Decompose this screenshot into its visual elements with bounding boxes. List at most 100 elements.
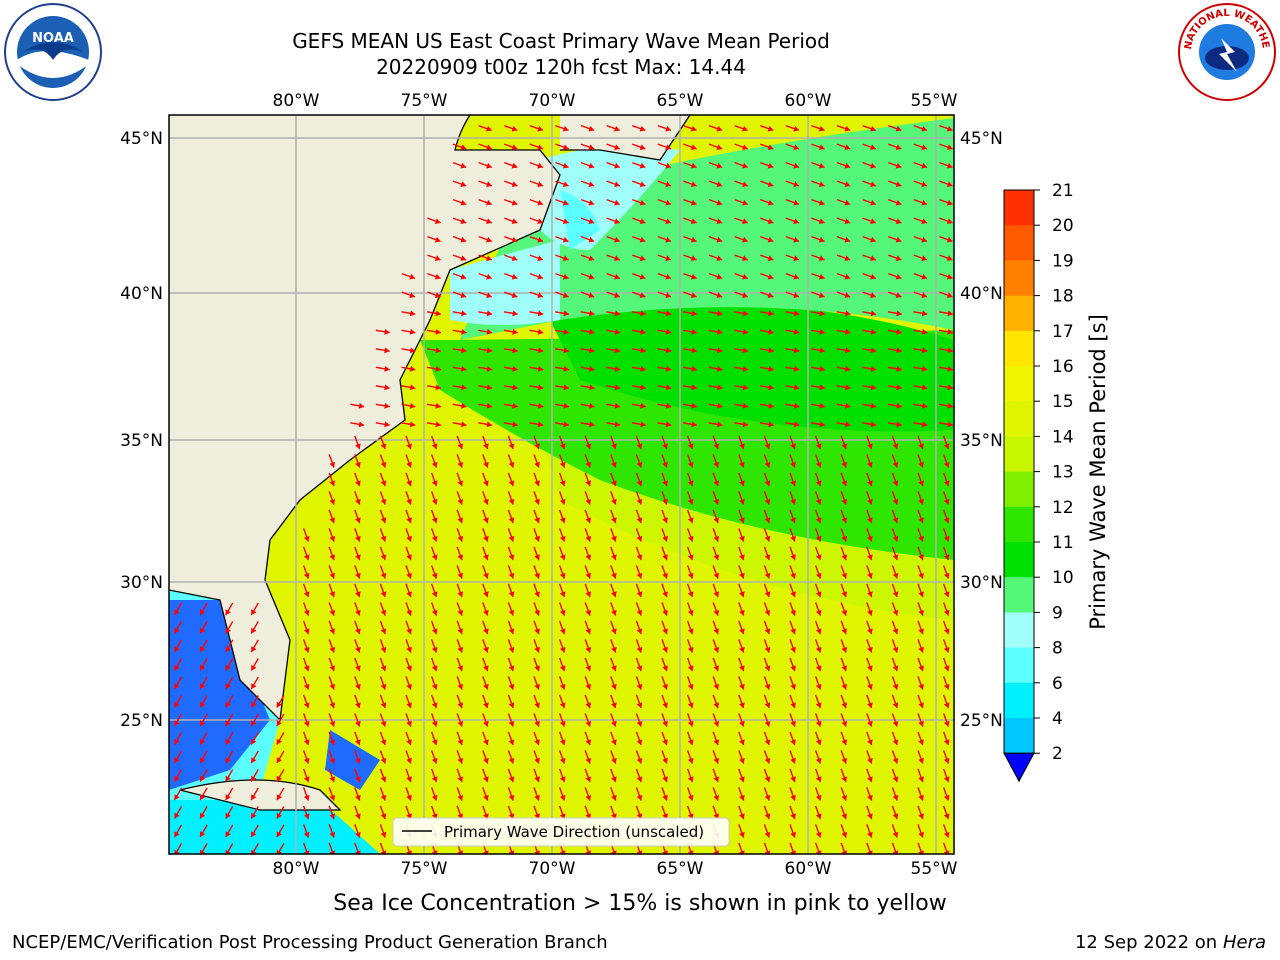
wave-arrow-head <box>739 831 745 838</box>
lat-tick-right: 25°N <box>960 711 1003 731</box>
wave-arrow-head <box>841 591 848 598</box>
wave-arrow-head <box>534 720 540 727</box>
wave-arrow-head <box>841 776 848 783</box>
wave-arrow-head <box>486 255 492 262</box>
wave-arrow-head <box>534 665 540 672</box>
wave-arrow-head <box>380 720 387 727</box>
wave-arrow-head <box>611 535 617 542</box>
coastline-cuba <box>179 779 342 811</box>
wave-arrow-head <box>508 554 515 561</box>
wave-arrow-head <box>921 421 928 428</box>
wave-arrow-head <box>690 181 697 188</box>
wave-arrow-head <box>870 199 876 206</box>
wave-arrow-head <box>841 554 848 561</box>
wave-arrow-head <box>537 292 543 299</box>
wave-arrow-head <box>867 776 873 783</box>
wave-arrow-head <box>508 757 515 764</box>
wave-arrow-head <box>200 627 206 634</box>
wave-arrow-head <box>457 776 464 783</box>
wave-arrow-head <box>329 683 336 690</box>
wave-arrow-head <box>713 572 720 579</box>
wave-arrow-head <box>457 461 464 468</box>
wave-arrow-head <box>867 535 873 542</box>
wave-arrow-head <box>918 628 924 635</box>
wave-arrow-head <box>943 609 950 616</box>
wave-arrow-head <box>457 480 464 487</box>
wave-arrow-head <box>457 443 464 450</box>
wave-arrow-head <box>559 665 566 672</box>
wave-arrow-head <box>793 181 799 188</box>
wave-arrow-head <box>636 776 643 783</box>
wave-arrow-head <box>589 365 595 372</box>
wave-arrow-head <box>790 480 796 487</box>
lon-tick-bottom: 75°W <box>401 859 448 879</box>
wave-arrow-head <box>768 328 774 335</box>
wave-arrow-head <box>585 517 592 524</box>
wave-arrow-head <box>611 554 617 561</box>
wave-arrow-head <box>841 646 848 653</box>
colorbar-extend-triangle <box>1003 752 1035 783</box>
wave-arrow-head <box>818 144 825 151</box>
wave-arrow-head <box>431 535 438 542</box>
wave-arrow-head <box>508 480 515 487</box>
wave-arrow-head <box>867 757 873 764</box>
wave-arrow-head <box>380 480 387 487</box>
wave-arrow-head <box>742 199 748 206</box>
wave-arrow-head <box>892 850 899 854</box>
wave-arrow-head <box>767 125 774 132</box>
wave-arrow-head <box>867 572 873 579</box>
wave-arrow-head <box>562 236 569 243</box>
wave-arrow-head <box>486 384 493 391</box>
wave-arrow-head <box>713 628 720 635</box>
wave-arrow-head <box>819 402 825 409</box>
colorbar-segment <box>1004 682 1034 719</box>
wave-arrow-head <box>563 421 569 428</box>
wave-arrow-head <box>662 535 668 542</box>
wave-arrow-head <box>636 720 643 727</box>
wave-arrow-head <box>534 517 540 524</box>
wave-arrow-head <box>329 535 336 542</box>
wave-arrow-head <box>380 665 387 672</box>
wave-arrow-head <box>588 162 595 169</box>
lon-tick-top: 70°W <box>529 91 576 111</box>
wave-arrow-head <box>537 125 543 132</box>
wave-arrow-head <box>767 181 774 188</box>
wave-arrow-head <box>870 347 877 354</box>
wave-arrow-head <box>409 347 416 354</box>
wave-arrow-head <box>844 273 851 280</box>
wave-arrow-head <box>355 591 361 598</box>
wave-arrow-head <box>457 665 464 672</box>
wave-arrow-head <box>793 347 800 354</box>
wave-arrow-head <box>691 402 697 409</box>
wave-arrow-head <box>640 421 646 428</box>
wave-arrow-head <box>457 535 464 542</box>
wave-arrow-head <box>483 443 489 450</box>
caribbean-cyan <box>169 800 380 854</box>
colorbar-tick-label: 18 <box>1052 287 1074 307</box>
wave-arrow-head <box>841 757 848 764</box>
wave-arrow-head <box>918 646 924 653</box>
wave-arrow-head <box>409 273 415 280</box>
wave-arrow-head <box>867 609 873 616</box>
wave-arrow-head <box>943 702 950 709</box>
wave-arrow-head <box>251 757 257 764</box>
wave-arrow-head <box>639 199 646 206</box>
wave-arrow-head <box>534 572 540 579</box>
period-band-8s <box>450 240 560 325</box>
wave-arrow-head <box>614 218 620 225</box>
wave-arrow-head <box>276 831 282 838</box>
wave-arrow-head <box>790 702 796 709</box>
wave-arrow-head <box>768 421 774 428</box>
wave-arrow-head <box>585 665 592 672</box>
wave-arrow-head <box>511 273 518 280</box>
wave-arrow-head <box>457 720 464 727</box>
wave-arrow-head <box>611 776 617 783</box>
wave-arrow-head <box>614 236 620 243</box>
wave-arrow-head <box>943 739 950 746</box>
wave-arrow-head <box>200 757 206 764</box>
wave-arrow-head <box>819 347 825 354</box>
wave-arrow-head <box>435 402 441 409</box>
wave-arrow-head <box>662 794 668 801</box>
wave-arrow-head <box>943 683 950 690</box>
wave-arrow-head <box>841 665 848 672</box>
